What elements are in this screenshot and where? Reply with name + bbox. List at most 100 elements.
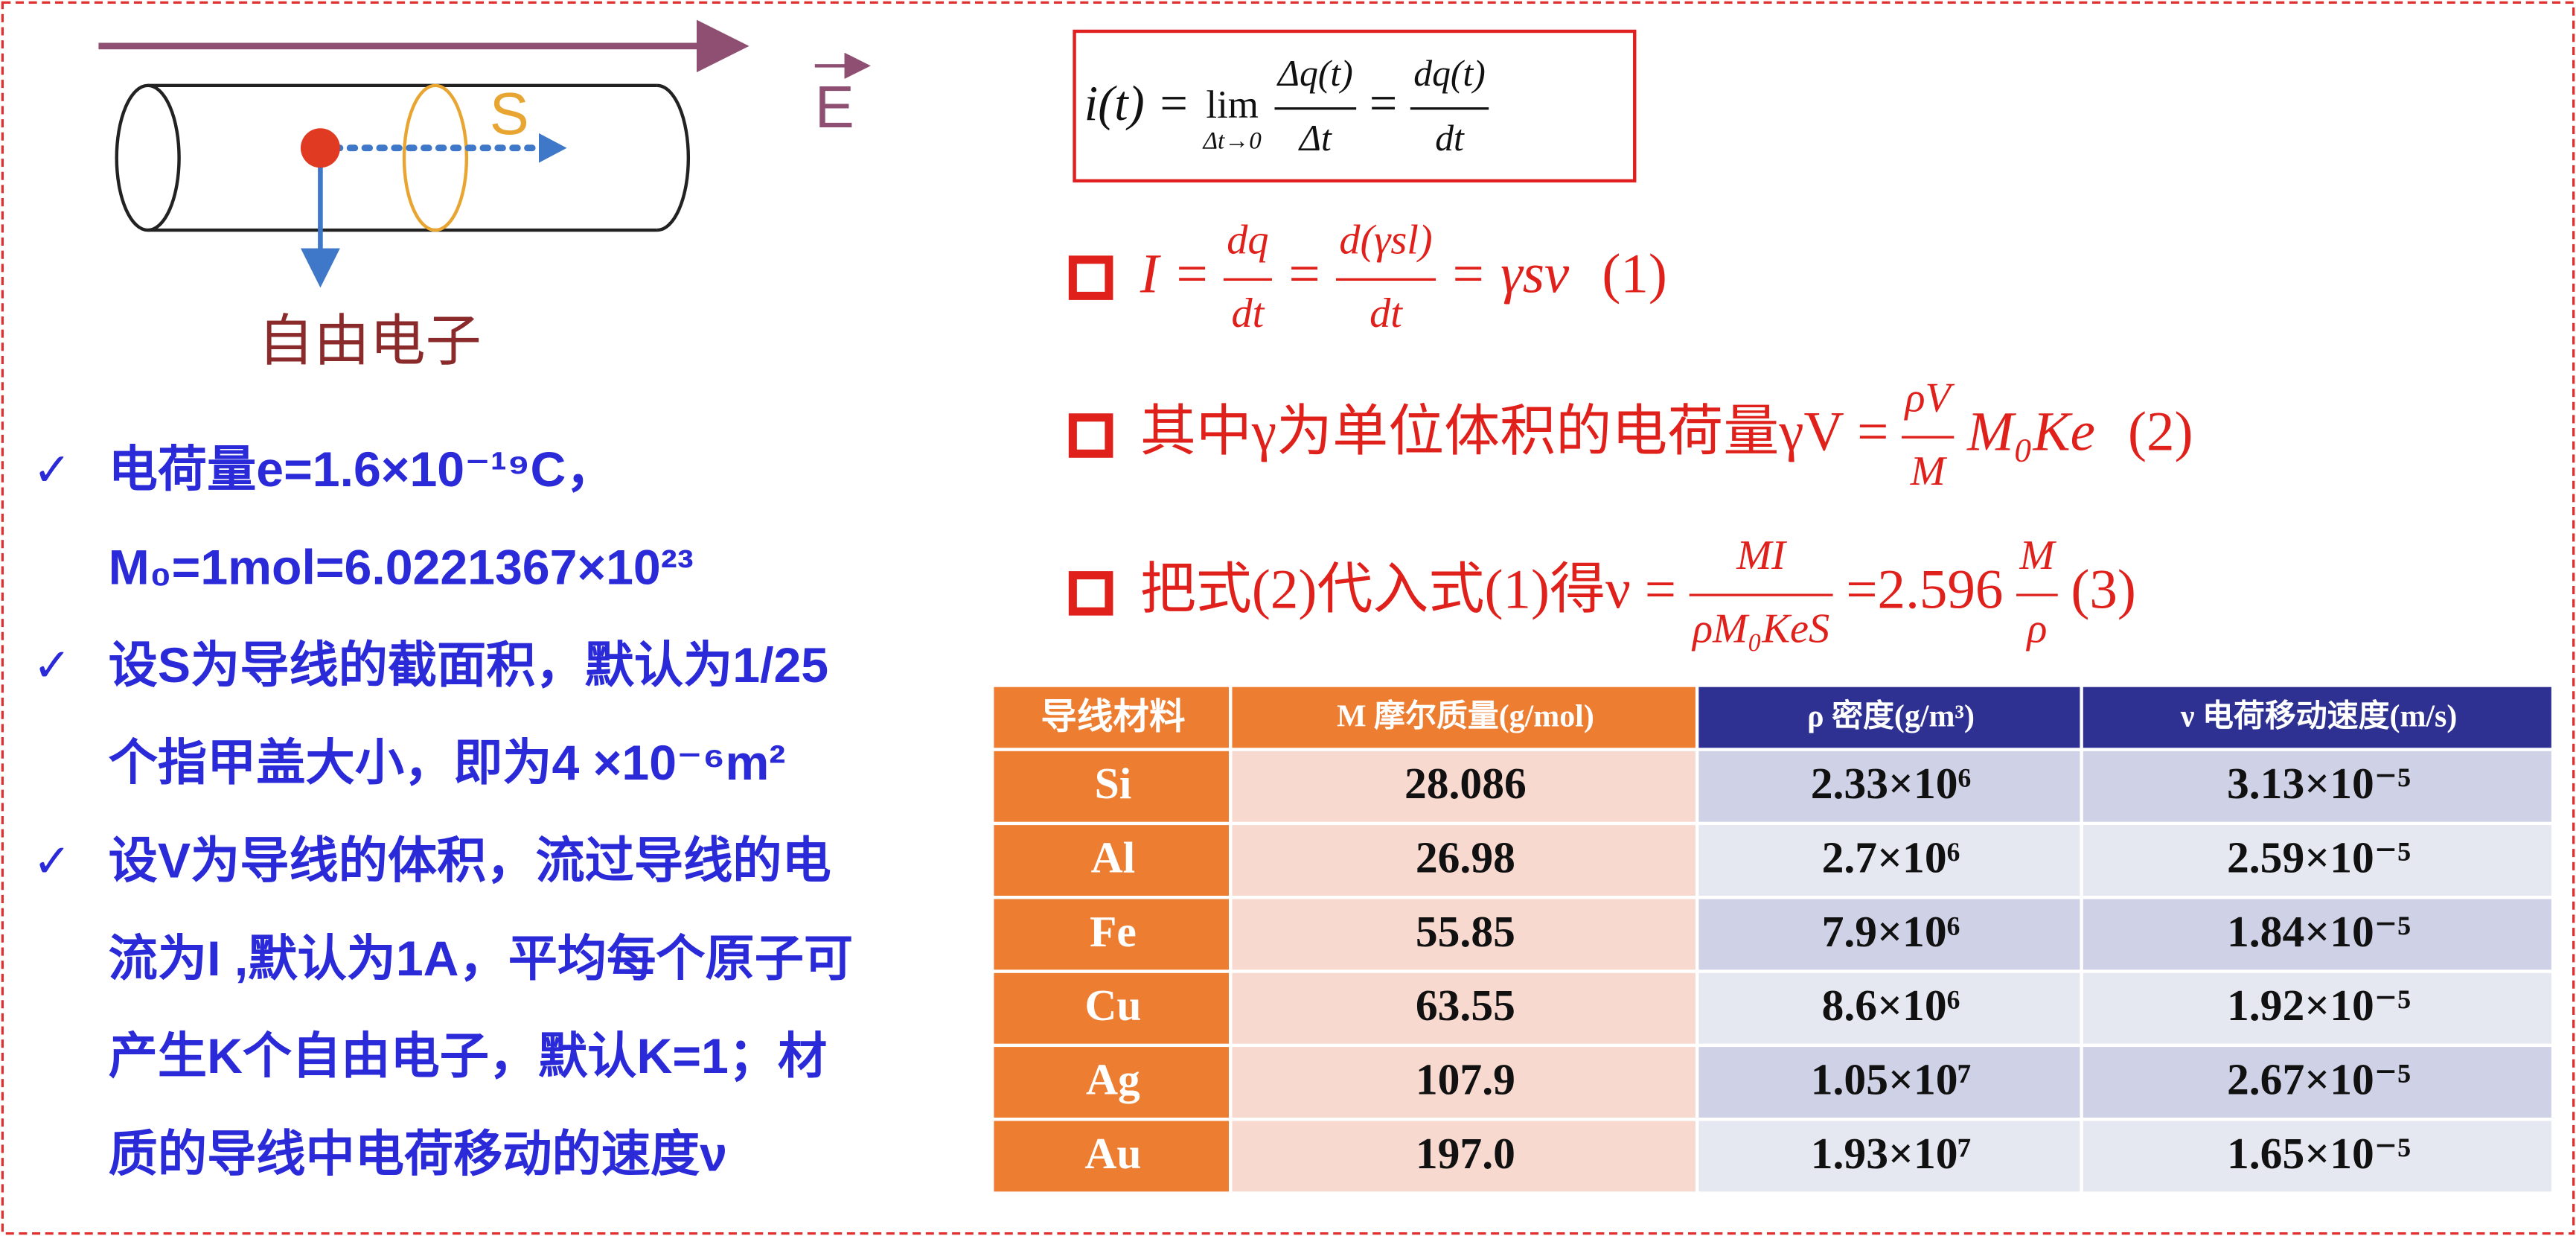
note-line: 设S为导线的截面积，默认为1/25 bbox=[109, 638, 828, 693]
table-cell bbox=[1232, 1121, 1696, 1192]
cell-text: 1.92×10⁻⁵ bbox=[2227, 981, 2411, 1030]
velocity-arrowhead bbox=[538, 133, 567, 163]
cell-text: 2.59×10⁻⁵ bbox=[2227, 832, 2411, 882]
note-line: 质的导线中电荷移动的速度ν bbox=[109, 1127, 727, 1182]
formula-text: M₀Ke bbox=[1966, 401, 2095, 462]
cell-text: 1.05×10⁷ bbox=[1811, 1054, 1972, 1103]
cell-text: Ag bbox=[1086, 1054, 1140, 1103]
cell-text: Au bbox=[1084, 1129, 1141, 1178]
table-cell bbox=[1232, 972, 1696, 1044]
formula-text: 把式(2)代入式(1)得ν = bbox=[1140, 558, 1676, 620]
denominator: ρ bbox=[2025, 606, 2047, 652]
denominator: dt bbox=[1232, 290, 1265, 337]
cell-text: 63.55 bbox=[1416, 981, 1515, 1030]
table-cell bbox=[2083, 1047, 2551, 1118]
header-text: 导线材料 bbox=[1041, 697, 1185, 737]
table-cell bbox=[994, 825, 1230, 896]
numerator: d(γsl) bbox=[1339, 217, 1432, 263]
table-cell bbox=[994, 1047, 1230, 1118]
header-text: ρ 密度(g/m³) bbox=[1807, 698, 1975, 733]
electron bbox=[300, 128, 340, 168]
cell-text: 2.7×10⁶ bbox=[1822, 832, 1960, 882]
equation-tag: (2) bbox=[2128, 401, 2193, 462]
cell-text: Al bbox=[1091, 832, 1136, 882]
header-cell bbox=[1698, 687, 2080, 748]
table-cell bbox=[1232, 899, 1696, 970]
cell-text: 7.9×10⁶ bbox=[1822, 907, 1960, 956]
cell-text: 55.85 bbox=[1416, 907, 1515, 956]
wire-end bbox=[656, 83, 691, 232]
table-cell bbox=[994, 972, 1230, 1044]
table-cell bbox=[2083, 751, 2551, 822]
table-cell bbox=[994, 751, 1230, 822]
table-cell bbox=[2083, 899, 2551, 970]
bullet-square bbox=[1068, 571, 1113, 616]
equation-tag: (3) bbox=[2071, 558, 2136, 620]
formula-text: 其中γ为单位体积的电荷量γV = bbox=[1140, 401, 1889, 462]
denominator: M bbox=[1910, 448, 1948, 494]
table-cell bbox=[1698, 899, 2080, 970]
formula-text: I = bbox=[1140, 243, 1210, 305]
table-cell bbox=[994, 1121, 1230, 1192]
table-cell bbox=[1698, 825, 2080, 896]
table-cell bbox=[2083, 825, 2551, 896]
cell-text: 1.84×10⁻⁵ bbox=[2227, 907, 2411, 956]
denominator: ρM₀KeS bbox=[1691, 606, 1829, 652]
numerator: M bbox=[2019, 532, 2056, 579]
denominator: dt bbox=[1370, 290, 1403, 337]
table-cell bbox=[1232, 825, 1696, 896]
note-line: 个指甲盖大小，即为4 ×10⁻⁶m² bbox=[109, 736, 786, 791]
table-cell bbox=[1232, 1047, 1696, 1118]
numerator: ρV bbox=[1903, 375, 1955, 421]
cell-text: 197.0 bbox=[1416, 1129, 1515, 1178]
cell-text: Fe bbox=[1090, 907, 1137, 956]
cell-text: 8.6×10⁶ bbox=[1822, 981, 1960, 1030]
table-cell bbox=[1698, 1047, 2080, 1118]
content: ✓ 电荷量e=1.6×10⁻¹⁹C， M₀=1mol=6.0221367×10²³ ✓… bbox=[33, 53, 2551, 1192]
cell-text: Si bbox=[1095, 759, 1132, 808]
cell-text: 1.65×10⁻⁵ bbox=[2227, 1129, 2411, 1178]
note-line: 设V为导线的体积，流过导线的电 bbox=[109, 834, 831, 889]
header-cell bbox=[2083, 687, 2551, 748]
table-cell bbox=[2083, 972, 2551, 1044]
area-label: S bbox=[490, 80, 529, 147]
header-text: ν 电荷移动速度(m/s) bbox=[2180, 698, 2458, 733]
formula-text: = γsν bbox=[1449, 243, 1570, 305]
denominator: dt bbox=[1435, 118, 1465, 159]
formula-text: i(t) = bbox=[1084, 77, 1190, 131]
note-line: 电荷量e=1.6×10⁻¹⁹C， bbox=[109, 442, 616, 497]
numerator: dq(t) bbox=[1413, 53, 1486, 94]
cell-text: 3.13×10⁻⁵ bbox=[2227, 759, 2411, 808]
note-line: M₀=1mol=6.0221367×10²³ bbox=[109, 541, 694, 596]
header-text: M 摩尔质量(g/mol) bbox=[1337, 698, 1594, 733]
limit-subscript: Δt→0 bbox=[1202, 128, 1262, 155]
cell-text: 26.98 bbox=[1416, 832, 1515, 882]
note-line: 产生K个自由电子，默认K=1；材 bbox=[109, 1029, 828, 1084]
table-cell bbox=[1232, 751, 1696, 822]
numerator: dq bbox=[1227, 217, 1268, 263]
cell-text: 2.33×10⁶ bbox=[1811, 759, 1972, 808]
table-cell bbox=[1698, 751, 2080, 822]
cell-text: 28.086 bbox=[1404, 759, 1527, 808]
header-cell bbox=[1232, 687, 1696, 748]
denominator: Δt bbox=[1298, 118, 1332, 159]
table-cell bbox=[1698, 1121, 2080, 1192]
cross-section bbox=[402, 83, 469, 232]
note-line: 流为I ,默认为1A，平均每个原子可 bbox=[109, 931, 853, 987]
formula-text: =2.596 bbox=[1846, 558, 2003, 620]
check-mark: ✓ bbox=[33, 445, 71, 496]
check-mark: ✓ bbox=[33, 640, 71, 692]
bullet-square bbox=[1068, 413, 1113, 458]
bullet-square bbox=[1068, 255, 1113, 300]
cell-text: Cu bbox=[1084, 981, 1141, 1030]
wire-end bbox=[115, 83, 181, 232]
table-cell bbox=[994, 899, 1230, 970]
limit: lim bbox=[1206, 83, 1259, 127]
table-cell bbox=[2083, 1121, 2551, 1192]
check-mark: ✓ bbox=[33, 835, 71, 887]
equation-tag: (1) bbox=[1602, 243, 1667, 305]
table-cell bbox=[1698, 972, 2080, 1044]
